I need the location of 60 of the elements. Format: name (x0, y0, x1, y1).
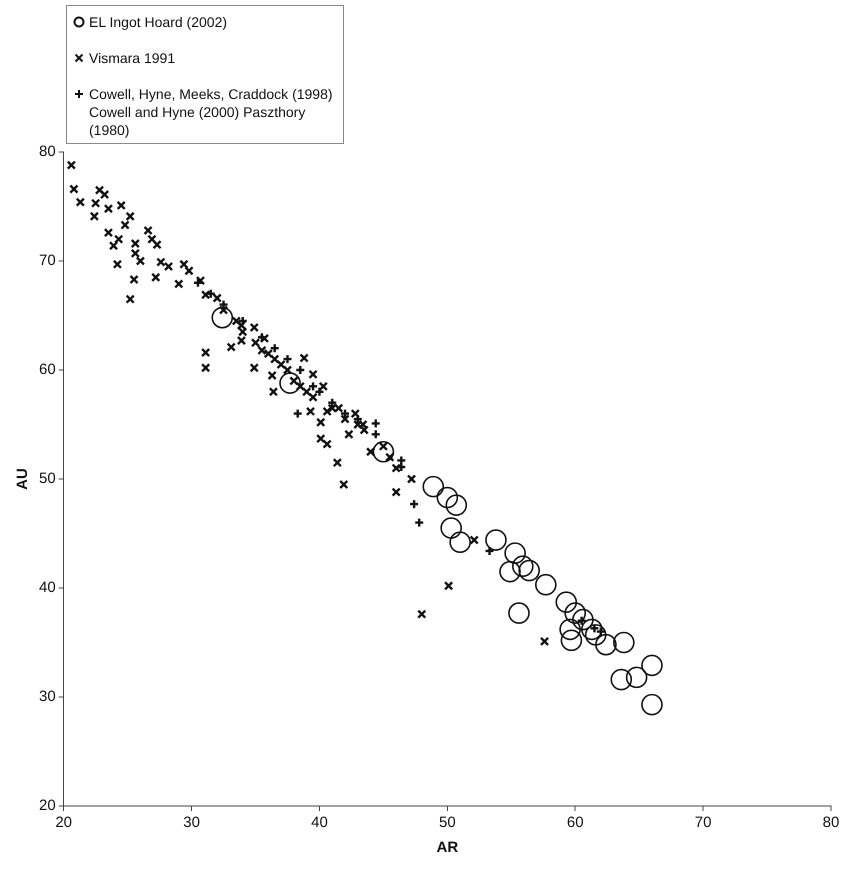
point (555, 591, 578, 613)
point (564, 602, 586, 624)
y-tick-label: 50 (38, 470, 56, 488)
point (610, 668, 632, 690)
point (295, 364, 306, 376)
point (414, 517, 424, 528)
point (211, 306, 234, 328)
legend-label: Cowell, Hyne, Meeks, Craddock (1998) Cowell and Hyne (2000) Paszthory (1980) (89, 85, 334, 139)
point (508, 602, 530, 624)
x-tick-label: 60 (566, 814, 584, 832)
point (641, 654, 663, 676)
y-tick-label: 80 (38, 143, 56, 160)
x-tick-label: 50 (439, 814, 456, 832)
point (584, 624, 606, 646)
point (238, 316, 248, 326)
point (559, 618, 581, 640)
x-tick-label: 70 (694, 814, 712, 832)
point (370, 429, 381, 440)
point (396, 462, 407, 472)
point (535, 574, 557, 596)
point (485, 529, 507, 551)
point (445, 494, 468, 516)
point (518, 560, 540, 582)
point (408, 498, 420, 510)
x-tick-label: 20 (55, 814, 72, 832)
y-tick-label: 70 (38, 252, 56, 270)
y-tick-label: 40 (38, 579, 56, 596)
point (499, 560, 521, 582)
point (440, 517, 462, 539)
point (613, 632, 635, 654)
point (422, 476, 444, 498)
x-axis-title: AR (436, 839, 458, 856)
point (581, 618, 603, 640)
point (626, 666, 648, 688)
point (436, 486, 458, 508)
point (484, 546, 495, 556)
point (595, 634, 617, 656)
point (269, 343, 280, 354)
point (372, 440, 394, 463)
y-axis-title: AU (14, 468, 32, 490)
point (641, 694, 663, 716)
x-tick-label: 40 (311, 814, 328, 832)
y-tick-label: 60 (38, 361, 56, 378)
point (504, 542, 526, 564)
point (279, 372, 301, 394)
legend-label: Vismara 1991 (89, 49, 176, 67)
x-tick-label: 80 (822, 814, 840, 832)
point (572, 608, 594, 630)
legend-label: EL Ingot Hoard (2002) (89, 13, 228, 31)
point (192, 278, 204, 288)
point (370, 418, 381, 429)
y-tick-label: 20 (38, 797, 56, 814)
y-tick-label: 30 (38, 688, 56, 706)
x-tick-label: 30 (183, 814, 200, 832)
point (396, 455, 407, 466)
point (512, 555, 534, 577)
point (292, 408, 303, 419)
point (560, 630, 582, 652)
point (282, 354, 293, 364)
point (449, 531, 471, 554)
